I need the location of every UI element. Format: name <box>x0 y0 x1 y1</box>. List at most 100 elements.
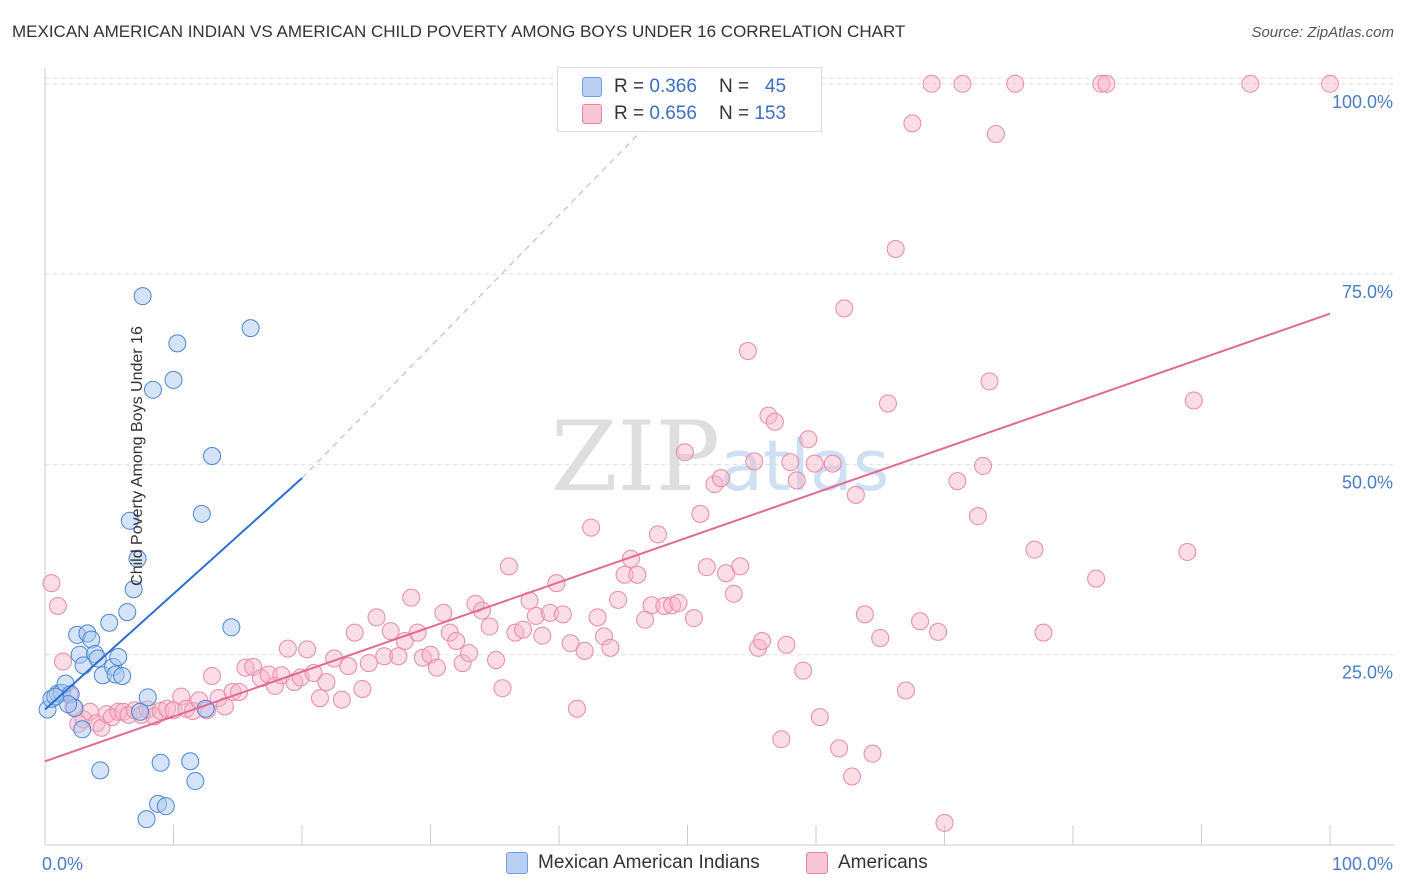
y-tick-label: 25.0% <box>1342 663 1393 683</box>
data-point-american <box>731 557 750 576</box>
data-point-mexican-american-indian <box>124 580 143 599</box>
data-point-american <box>621 549 640 568</box>
data-point-american <box>526 606 545 625</box>
data-point-american <box>772 730 791 749</box>
correlation-legend: R = 0.366 N = 45 R = 0.656 N = 153 <box>557 67 822 132</box>
data-point-american <box>935 813 954 832</box>
data-point-american <box>339 657 358 676</box>
data-point-mexican-american-indian <box>109 647 128 666</box>
legend-row-americans: R = 0.656 N = 153 <box>582 101 786 127</box>
legend-label: Mexican American Indians <box>538 852 760 873</box>
data-point-american <box>835 299 854 318</box>
data-point-american <box>911 612 930 631</box>
data-point-american <box>794 661 813 680</box>
data-point-american <box>317 673 336 692</box>
data-point-american <box>367 608 386 627</box>
data-point-american <box>48 596 67 615</box>
data-point-american <box>863 744 882 763</box>
legend-r-value: 0.366 <box>649 76 697 97</box>
data-point-american <box>514 620 533 639</box>
data-point-american <box>724 584 743 603</box>
data-point-mexican-american-indian <box>186 772 205 791</box>
data-point-american <box>830 739 849 758</box>
data-point-american <box>236 658 255 677</box>
source-note: Source: ZipAtlas.com <box>1251 24 1394 41</box>
data-point-american <box>745 452 764 471</box>
data-point-american <box>823 454 842 473</box>
trend-line-americans <box>44 312 1331 763</box>
data-point-american <box>648 525 667 544</box>
data-point-american <box>669 593 688 612</box>
trend-lines <box>44 83 1331 763</box>
data-point-american <box>1241 74 1260 93</box>
data-point-american <box>158 699 177 718</box>
data-point-mexican-american-indian <box>241 319 260 338</box>
legend-swatch-pink <box>582 104 602 124</box>
data-point-american <box>460 644 479 663</box>
data-point-american <box>480 617 499 636</box>
data-point-american <box>389 647 408 666</box>
data-point-american <box>781 453 800 472</box>
data-point-american <box>588 608 607 627</box>
data-point-american <box>642 596 661 615</box>
data-point-american <box>575 641 594 660</box>
data-point-american <box>974 456 993 475</box>
trend-extension-mexican-american-indians <box>301 83 688 479</box>
data-point-american <box>402 588 421 607</box>
data-point-american <box>1087 569 1106 588</box>
data-point-american <box>447 632 466 650</box>
data-point-american <box>230 683 249 701</box>
data-point-american <box>922 74 941 93</box>
data-point-american <box>980 372 999 391</box>
data-point-american <box>582 518 601 537</box>
data-point-american <box>871 628 890 647</box>
data-point-mexican-american-indian <box>156 797 175 816</box>
data-point-mexican-american-indian <box>100 613 119 632</box>
x-tick-label: 0.0% <box>42 854 83 874</box>
legend-swatch-blue <box>506 852 528 874</box>
data-point-mexican-american-indian <box>181 752 200 771</box>
data-point-american <box>408 623 427 642</box>
legend-swatch-pink <box>806 852 828 874</box>
series-legend: Mexican American Indians Americans <box>0 852 1406 878</box>
data-point-american <box>842 767 861 786</box>
data-point-american <box>886 239 905 258</box>
legend-r-label: R = <box>614 103 645 124</box>
data-point-american <box>929 622 948 641</box>
data-point-american <box>567 699 586 718</box>
y-axis-label: Child Poverty Among Boys Under 16 <box>128 326 146 586</box>
data-point-american <box>738 341 757 360</box>
data-point-american <box>553 605 572 624</box>
legend-row-mexican-american-indians: R = 0.366 N = 45 <box>582 74 786 100</box>
chart-title: MEXICAN AMERICAN INDIAN VS AMERICAN CHIL… <box>12 22 906 41</box>
data-point-american <box>499 557 518 576</box>
data-point-mexican-american-indian <box>131 702 150 721</box>
data-point-american <box>353 679 372 698</box>
legend-n-value: 45 <box>764 76 787 97</box>
data-point-american <box>855 605 874 624</box>
data-point-american <box>896 681 915 700</box>
data-point-american <box>805 454 824 473</box>
data-point-american <box>953 74 972 93</box>
data-point-mexican-american-indian <box>120 511 139 530</box>
data-point-american <box>1006 74 1025 93</box>
legend-r-label: R = <box>614 76 645 97</box>
data-point-american <box>298 640 317 659</box>
data-point-mexican-american-indian <box>133 287 152 306</box>
data-point-american <box>765 412 784 431</box>
data-point-american <box>810 708 829 727</box>
data-point-american <box>1025 540 1044 559</box>
data-point-american <box>53 652 72 671</box>
data-point-american <box>846 485 865 504</box>
data-point-mexican-american-indian <box>151 753 170 772</box>
data-point-american <box>561 634 580 653</box>
trend-line-mexican-american-indians <box>44 477 303 711</box>
data-point-mexican-american-indian <box>168 334 187 353</box>
legend-swatch-blue <box>582 77 602 97</box>
data-point-mexican-american-indian <box>91 761 110 780</box>
data-point-mexican-american-indian <box>164 370 183 389</box>
data-point-american <box>609 590 628 609</box>
data-point-american <box>487 651 506 670</box>
data-point-american <box>615 565 634 584</box>
data-point-mexican-american-indian <box>222 618 241 637</box>
